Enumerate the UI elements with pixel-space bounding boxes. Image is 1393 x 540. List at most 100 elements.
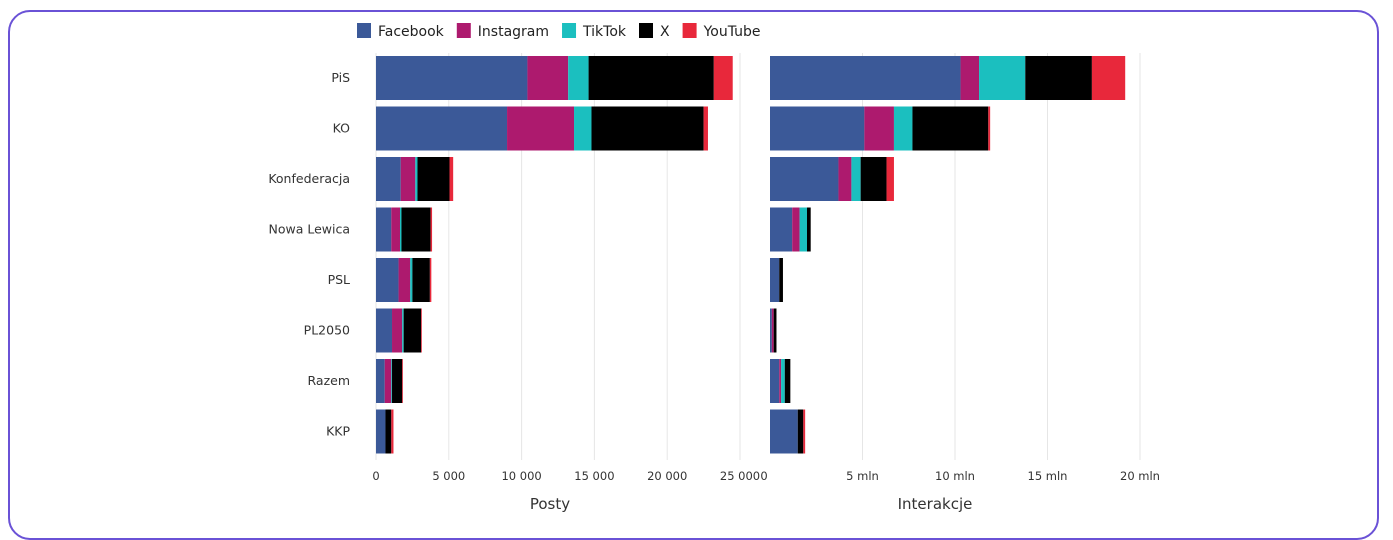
tick-label-p2-1: 10 mln (935, 469, 975, 483)
bar-p2-razem-instagram (779, 359, 782, 403)
bar-p1-razem-x (392, 359, 403, 403)
bar-p1-nowa-lewica-youtube (430, 207, 433, 252)
bar-p1-psl-x (412, 258, 430, 302)
bar-p1-ko-x (591, 106, 704, 151)
bar-p2-nowa-lewica-tiktok (799, 207, 807, 252)
bar-p1-ko-tiktok (574, 106, 592, 151)
category-label-razem: Razem (308, 373, 351, 388)
legend-swatch-x (639, 23, 653, 38)
category-label-ko: KO (333, 121, 351, 136)
bar-p2-nowa-lewica-facebook (770, 207, 793, 252)
legend-swatch-instagram (456, 23, 471, 38)
bar-p1-nowa-lewica-tiktok (400, 207, 402, 252)
tick-label-p2-0: 5 mln (846, 469, 879, 483)
bar-p1-konfederacja-x (417, 157, 450, 201)
bar-p2-konfederacja-instagram (838, 157, 852, 201)
bar-p1-razem-instagram (384, 359, 392, 403)
bar-p1-razem-tiktok (391, 359, 393, 403)
stacked-bar-chart: PiS KO Konfederacja Nowa Lewica PSL PL2050 Raz… (268, 23, 1160, 513)
bar-p1-konfederacja-instagram (400, 157, 416, 201)
bar-p2-psl-facebook (770, 258, 780, 302)
legend-swatch-facebook (357, 23, 371, 38)
axis-title-interakcje: Interakcje (898, 495, 973, 513)
bar-p2-pl2050-x (773, 308, 777, 353)
axis-title-posty: Posty (530, 495, 570, 513)
bar-p1-pis-youtube (713, 56, 733, 100)
bar-p1-razem-youtube (402, 359, 403, 403)
bar-p1-konfederacja-tiktok (415, 157, 418, 201)
bar-p1-ko-youtube (703, 106, 708, 151)
bar-p2-psl-x (779, 258, 783, 302)
bar-p2-ko-x (912, 106, 989, 151)
bar-p1-ko-facebook (376, 106, 508, 151)
bar-p1-kkp-youtube (391, 409, 394, 454)
bar-p2-konfederacja-x (860, 157, 887, 201)
category-label-nowa-lewica: Nowa Lewica (268, 222, 350, 237)
bar-p1-razem-facebook (376, 359, 385, 403)
bar-p2-pl2050-instagram (771, 308, 774, 353)
bar-p2-kkp-x (797, 409, 804, 454)
bar-p1-kkp-facebook (376, 409, 386, 454)
bar-p1-pl2050-x (403, 308, 422, 353)
bar-p2-razem-tiktok (781, 359, 785, 403)
tick-label-p2-3: 20 mln (1120, 469, 1160, 483)
tick-label-p2-2: 15 mln (1028, 469, 1068, 483)
bar-p1-pis-instagram (527, 56, 569, 100)
category-label-kkp: KKP (326, 424, 350, 439)
bar-p1-pl2050-tiktok (402, 308, 404, 353)
bar-p2-ko-instagram (864, 106, 894, 151)
bar-p1-nowa-lewica-instagram (391, 207, 401, 252)
legend: Facebook Instagram TikTok X YouTube (357, 23, 761, 40)
bar-p2-konfederacja-youtube (886, 157, 894, 201)
tick-label-p1-3: 15 000 (574, 469, 614, 483)
bar-p2-pis-instagram (960, 56, 980, 100)
bar-p1-kkp-x (385, 409, 392, 454)
legend-label-instagram: Instagram (478, 24, 549, 40)
bar-p1-psl-instagram (398, 258, 411, 302)
bar-p1-psl-facebook (376, 258, 399, 302)
category-label-konfederacja: Konfederacja (268, 171, 350, 186)
bar-p1-konfederacja-youtube (449, 157, 454, 201)
bar-p2-ko-tiktok (893, 106, 913, 151)
bar-p2-kkp-youtube (803, 409, 806, 454)
bar-p1-nowa-lewica-facebook (376, 207, 392, 252)
bar-p1-pis-facebook (376, 56, 528, 100)
legend-label-x: X (660, 24, 670, 40)
category-label-pl2050: PL2050 (304, 323, 350, 338)
tick-label-p1-2: 10 000 (501, 469, 541, 483)
bar-p2-pl2050-facebook (770, 308, 772, 353)
bar-p1-psl-tiktok (410, 258, 413, 302)
tick-label-p1-5: 25 000 (720, 469, 760, 483)
legend-label-facebook: Facebook (378, 24, 445, 40)
label-layer: PiS KO Konfederacja Nowa Lewica PSL PL2050 Raz… (268, 70, 1160, 513)
bar-p2-pis-tiktok (979, 56, 1026, 100)
bar-p2-kkp-facebook (770, 409, 798, 454)
tick-label-p1-4: 20 000 (647, 469, 687, 483)
bar-p2-ko-youtube (988, 106, 991, 151)
bar-p1-konfederacja-facebook (376, 157, 401, 201)
bar-p1-pl2050-instagram (392, 308, 403, 353)
legend-swatch-youtube (682, 23, 697, 38)
tick-label-p2-zero: 0 (760, 469, 767, 483)
bar-p2-konfederacja-facebook (770, 157, 839, 201)
bar-p1-psl-youtube (429, 258, 432, 302)
bar-p2-razem-facebook (770, 359, 780, 403)
bar-p2-razem-x (784, 359, 791, 403)
bar-p1-nowa-lewica-x (401, 207, 431, 252)
category-label-psl: PSL (328, 272, 350, 287)
bar-layer (376, 56, 1126, 454)
bar-p1-pl2050-youtube (421, 308, 422, 353)
bar-p2-konfederacja-tiktok (851, 157, 861, 201)
bar-p1-pl2050-facebook (376, 308, 393, 353)
bar-p2-pis-x (1025, 56, 1092, 100)
category-label-pis: PiS (331, 70, 350, 85)
bar-p2-pis-youtube (1091, 56, 1126, 100)
bar-p1-ko-instagram (507, 106, 575, 151)
legend-label-tiktok: TikTok (582, 24, 627, 40)
tick-label-p1-1: 5 000 (432, 469, 465, 483)
tick-label-p1-0: 0 (372, 469, 379, 483)
bar-p2-nowa-lewica-x (807, 207, 811, 252)
bar-p1-pis-x (588, 56, 714, 100)
legend-label-youtube: YouTube (703, 24, 761, 40)
bar-p2-nowa-lewica-instagram (792, 207, 800, 252)
